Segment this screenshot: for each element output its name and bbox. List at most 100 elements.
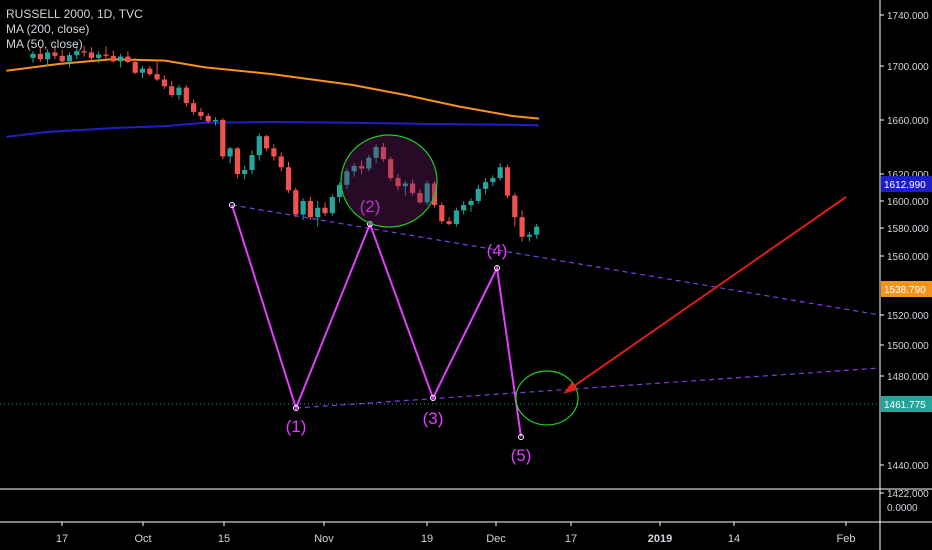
x-tick-label: Dec xyxy=(486,533,506,545)
candle-body xyxy=(526,234,532,237)
candle-body xyxy=(329,196,335,214)
candle-body xyxy=(227,148,233,157)
wave-node xyxy=(229,202,235,208)
candle-body xyxy=(424,183,430,203)
candle-body xyxy=(512,195,518,218)
candle-body xyxy=(344,171,350,185)
candle-body xyxy=(88,52,94,58)
wave-node xyxy=(518,434,524,440)
y-tick-label: 1440.000 xyxy=(887,461,929,472)
candle-body xyxy=(176,87,182,96)
candle-body xyxy=(242,169,248,174)
candle-body xyxy=(37,53,43,60)
candle-body xyxy=(220,120,226,157)
candle-body xyxy=(468,201,474,206)
candle-body xyxy=(191,103,197,112)
candle-body xyxy=(388,159,394,179)
price-badge-label: 1538.790 xyxy=(884,285,926,296)
chart-legend: RUSSELL 2000, 1D, TVC MA (200, close) MA… xyxy=(6,7,143,52)
candle-body xyxy=(59,55,65,62)
candle-body xyxy=(490,178,496,183)
candle-body xyxy=(475,188,481,201)
y-tick-label: 1580.000 xyxy=(887,224,929,235)
wave-node xyxy=(293,405,299,411)
price-badge-label: 1612.990 xyxy=(884,180,926,191)
indicator-ma50[interactable]: MA (50, close) xyxy=(6,37,83,51)
candle-body xyxy=(271,148,277,157)
price-badge-label: 1461.775 xyxy=(884,400,926,411)
candle-body xyxy=(234,148,240,174)
candle-body xyxy=(285,167,292,191)
candle-body xyxy=(256,136,262,156)
x-tick-label: 15 xyxy=(218,533,230,545)
candle-body xyxy=(446,221,452,224)
candle-body xyxy=(380,147,386,160)
chart-title: RUSSELL 2000, 1D, TVC xyxy=(6,7,143,21)
candle-body xyxy=(249,155,255,170)
candle-body xyxy=(351,165,357,172)
upper-trendline xyxy=(231,204,881,316)
candle-body xyxy=(410,183,416,193)
candle-body xyxy=(315,207,321,218)
candle-body xyxy=(30,53,36,58)
candle-body xyxy=(461,205,467,211)
x-tick-label: Oct xyxy=(134,533,151,545)
wave-node xyxy=(430,395,436,401)
candle-body xyxy=(483,182,489,189)
candle-body xyxy=(337,184,343,197)
highlight-circle-top xyxy=(340,134,438,228)
candle-body xyxy=(322,207,328,214)
candle-body xyxy=(264,136,270,149)
y-tick-label: 1500.000 xyxy=(887,341,929,352)
candle-body xyxy=(125,56,131,62)
candle-body xyxy=(534,226,540,235)
candlesticks xyxy=(30,44,540,242)
y-tick-label: 1560.000 xyxy=(887,252,929,263)
candle-body xyxy=(74,51,80,56)
x-tick-label: Feb xyxy=(837,533,856,545)
candle-body xyxy=(307,201,313,218)
wave-node xyxy=(494,265,500,271)
ma50-line xyxy=(6,121,540,138)
arrow-head xyxy=(563,382,577,394)
highlight-circle-bottom xyxy=(515,370,579,426)
candle-body xyxy=(366,157,372,169)
wave-label: (3) xyxy=(423,409,444,428)
candle-body xyxy=(504,167,511,196)
candle-body xyxy=(169,86,175,96)
candle-body xyxy=(154,74,160,80)
x-tick-label: 14 xyxy=(728,533,740,545)
y-tick-label: 1700.000 xyxy=(887,62,929,73)
wave-path xyxy=(231,204,522,438)
price-badge xyxy=(881,176,932,192)
candle-body xyxy=(205,115,211,122)
drawings: (1) (2) (3) (4) (5) xyxy=(0,134,881,465)
candle-body xyxy=(453,210,459,224)
candle-body xyxy=(417,192,423,203)
x-tick-label: 2019 xyxy=(648,533,672,545)
candle-body xyxy=(66,55,73,62)
y-tick-label: 1600.000 xyxy=(887,197,929,208)
candle-body xyxy=(198,111,204,116)
y-tick-label: 1620.000 xyxy=(887,170,929,181)
lower-trendline xyxy=(295,367,881,409)
candle-body xyxy=(439,205,445,222)
candle-body xyxy=(402,183,408,187)
candle-body xyxy=(45,52,51,60)
candle-body xyxy=(497,167,503,179)
indicator-ma200[interactable]: MA (200, close) xyxy=(6,22,90,36)
candle-body xyxy=(358,165,365,169)
wave-label: (4) xyxy=(487,241,508,260)
wave-label: (1) xyxy=(286,417,307,436)
x-tick-label: 17 xyxy=(56,533,68,545)
y-tick-label: 1520.000 xyxy=(887,311,929,322)
wave-label: (2) xyxy=(360,197,381,216)
candle-body xyxy=(183,87,189,104)
price-badge xyxy=(881,396,932,412)
candle-body xyxy=(118,56,124,62)
x-tick-label: Nov xyxy=(314,533,334,545)
candle-body xyxy=(81,51,87,53)
candle-body xyxy=(139,68,146,73)
